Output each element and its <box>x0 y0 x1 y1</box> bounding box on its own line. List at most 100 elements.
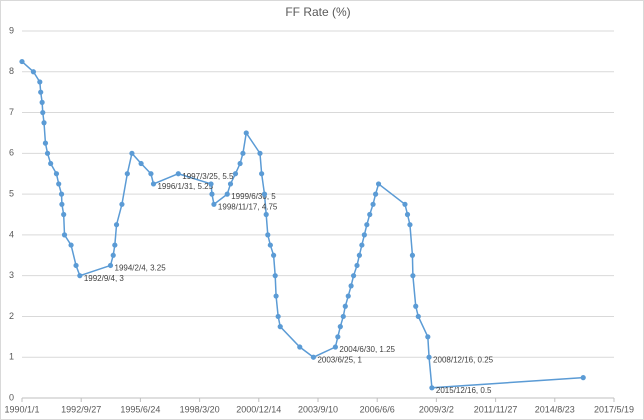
y-tick-label: 0 <box>9 392 14 402</box>
y-tick-label: 9 <box>9 25 14 35</box>
y-tick-label: 3 <box>9 270 14 280</box>
data-point <box>124 171 130 177</box>
data-point <box>273 293 279 299</box>
data-point <box>38 89 44 95</box>
data-point <box>359 242 365 248</box>
y-tick-label: 5 <box>9 188 14 198</box>
data-label: 2003/6/25, 1 <box>317 355 362 364</box>
data-point <box>342 303 348 309</box>
data-point <box>56 181 62 187</box>
data-point <box>375 181 382 187</box>
x-tick-label: 1998/3/20 <box>180 404 220 414</box>
y-tick-label: 8 <box>9 66 14 76</box>
data-label: 1999/6/30, 5 <box>231 192 276 201</box>
data-point <box>232 171 239 177</box>
data-point <box>138 160 144 167</box>
data-point <box>332 344 339 350</box>
data-point <box>267 242 273 248</box>
data-point <box>367 211 373 218</box>
y-tick-label: 4 <box>9 229 14 239</box>
data-point <box>348 283 354 289</box>
data-point <box>243 130 249 136</box>
data-point <box>277 324 283 330</box>
data-point <box>373 191 379 197</box>
data-point <box>58 191 65 197</box>
data-point <box>413 303 419 309</box>
data-point <box>370 201 376 207</box>
y-tick-label: 7 <box>9 107 14 117</box>
data-point <box>48 160 54 167</box>
data-point <box>208 181 214 187</box>
data-point <box>237 160 243 167</box>
data-point <box>148 171 154 177</box>
y-tick-label: 2 <box>9 311 14 321</box>
data-point <box>150 181 157 187</box>
x-tick-label: 2011/11/27 <box>474 404 518 414</box>
data-point <box>59 201 65 207</box>
data-point <box>345 293 351 299</box>
data-point <box>224 191 230 197</box>
data-point <box>110 252 116 258</box>
data-point <box>354 262 360 269</box>
data-point <box>30 69 37 75</box>
data-point <box>297 344 303 350</box>
data-point <box>19 58 25 65</box>
chart-title: FF Rate (%) <box>285 5 350 19</box>
data-point <box>409 252 416 258</box>
data-point <box>175 171 181 177</box>
x-tick-label: 2014/8/23 <box>535 404 575 414</box>
data-point <box>410 273 416 279</box>
x-tick-label: 1995/6/24 <box>120 404 160 414</box>
x-tick-label: 1990/1/1 <box>4 404 39 414</box>
data-point <box>350 273 357 279</box>
data-point <box>429 385 435 391</box>
data-point <box>61 211 67 218</box>
data-point <box>39 99 45 105</box>
x-tick-label: 2003/9/10 <box>298 404 338 414</box>
y-tick-label: 6 <box>9 148 14 158</box>
x-tick-label: 2009/3/2 <box>419 404 454 414</box>
data-point <box>407 222 413 228</box>
data-point <box>356 252 362 258</box>
data-point <box>53 171 60 177</box>
data-label: 1996/1/31, 5.25 <box>157 182 213 191</box>
data-label: 1998/11/17, 4.75 <box>218 202 278 211</box>
data-point <box>211 201 217 207</box>
data-point <box>402 201 408 207</box>
data-point <box>265 232 271 238</box>
data-label: 2008/12/16, 0.25 <box>433 355 494 364</box>
data-point <box>209 191 215 197</box>
data-point <box>364 222 370 228</box>
data-point <box>119 201 125 207</box>
y-tick-label: 1 <box>9 352 14 362</box>
data-point <box>425 334 431 340</box>
data-point <box>415 313 421 320</box>
data-point <box>275 313 281 320</box>
data-point <box>73 262 79 269</box>
data-point <box>44 150 51 156</box>
data-point <box>77 273 83 279</box>
x-tick-label: 2017/5/19 <box>594 404 634 414</box>
data-label: 1997/3/25, 5.5 <box>182 172 234 181</box>
data-point <box>37 79 43 85</box>
data-point <box>257 150 263 156</box>
data-point <box>227 181 234 187</box>
data-point <box>112 242 118 248</box>
data-point <box>40 109 46 116</box>
data-label: 2004/6/30, 1.25 <box>339 345 395 354</box>
x-tick-label: 2000/12/14 <box>236 404 281 414</box>
data-point <box>337 324 343 330</box>
data-point <box>335 334 341 340</box>
data-point <box>240 150 246 156</box>
x-tick-label: 1992/9/27 <box>61 404 101 414</box>
data-label: 1994/2/4, 3.25 <box>115 264 167 273</box>
data-label: 2015/12/16, 0.5 <box>436 386 492 395</box>
data-point <box>426 354 432 360</box>
data-point <box>361 232 367 238</box>
data-point <box>129 150 135 156</box>
data-point <box>68 242 74 248</box>
data-point <box>271 252 277 258</box>
data-point <box>107 262 114 269</box>
